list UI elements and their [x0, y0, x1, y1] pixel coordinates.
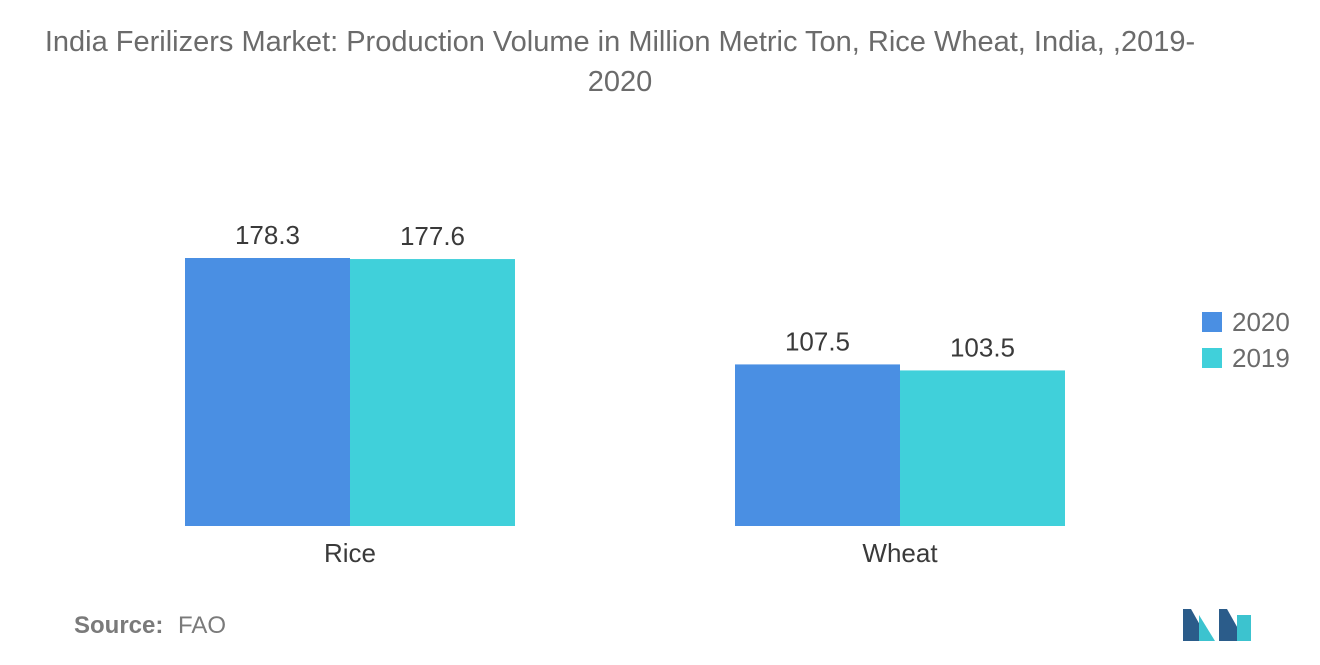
chart-title: India Ferilizers Market: Production Volu…	[44, 26, 1196, 98]
legend-swatch-2019	[1202, 348, 1222, 368]
logo-shape-mid	[1199, 615, 1215, 641]
legend: 2020 2019	[1232, 307, 1290, 373]
value-label-wheat-2019: 103.5	[950, 332, 1015, 362]
source-label: Source:	[74, 612, 164, 639]
value-label-wheat-2020: 107.5	[785, 326, 850, 356]
legend-label-2020: 2020	[1232, 307, 1290, 337]
category-label-wheat: Wheat	[862, 538, 938, 568]
bar-wheat-2020	[735, 364, 900, 526]
value-label-rice-2020: 178.3	[235, 220, 300, 250]
value-label-rice-2019: 177.6	[400, 221, 465, 251]
source-note: Source: FAO	[74, 612, 226, 640]
bar-rice-2019	[350, 259, 515, 526]
plot-area: 178.3 177.6 Rice 107.5 103.5 Wheat	[185, 220, 1222, 568]
brand-logo-icon	[1183, 609, 1251, 641]
bar-wheat-2019	[900, 370, 1065, 526]
bar-rice-2020	[185, 258, 350, 526]
legend-swatch-2020	[1202, 312, 1222, 332]
logo-shape-edge	[1237, 615, 1251, 641]
source-value: FAO	[178, 612, 227, 639]
legend-label-2019: 2019	[1232, 343, 1290, 373]
category-label-rice: Rice	[324, 538, 376, 568]
